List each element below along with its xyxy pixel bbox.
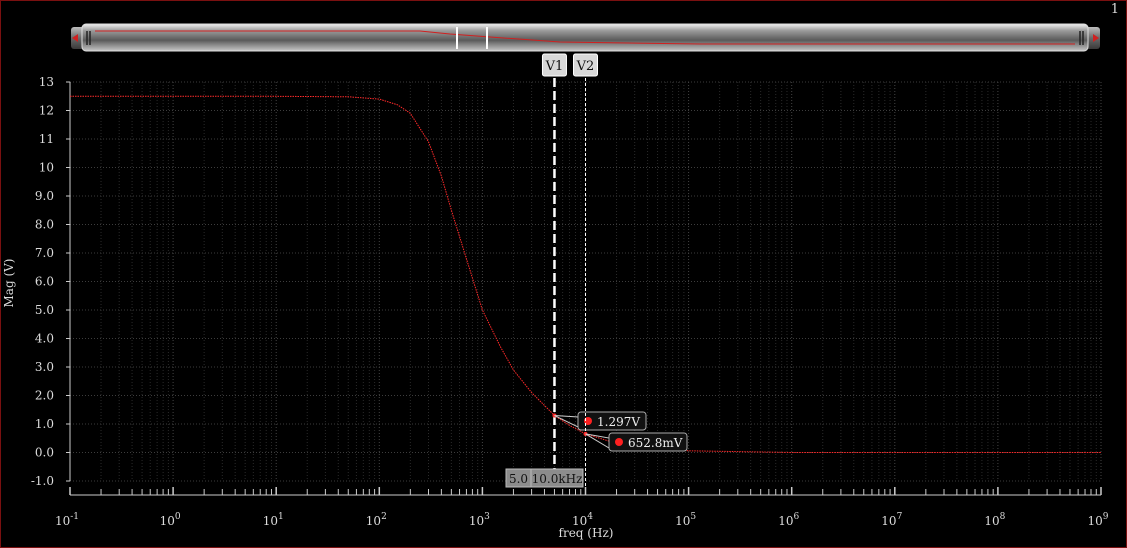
- value-callout-label: 1.297V: [597, 415, 640, 429]
- value-callout-box: [577, 411, 647, 431]
- value-callout-dot: [615, 438, 623, 446]
- x-tick-label: 106: [778, 512, 799, 528]
- y-tick-label: 3.0: [35, 360, 54, 374]
- y-tick-label: -1.0: [31, 474, 54, 488]
- y-tick-label: 2.0: [35, 389, 54, 403]
- marker-tag-label: V2: [576, 59, 595, 74]
- value-callout-box: [608, 432, 688, 452]
- y-tick-label: 1.0: [35, 417, 54, 431]
- y-tick-label: 4.0: [35, 332, 54, 346]
- overview-scrollbar[interactable]: [71, 23, 1100, 52]
- x-readout-label: 5.0: [509, 472, 528, 486]
- x-tick-label: 100: [160, 512, 181, 528]
- x-tick-label: 109: [1087, 512, 1108, 528]
- x-tick-label: 102: [366, 512, 387, 528]
- left-grip-icon[interactable]: [86, 31, 91, 45]
- y-axis-label: Mag (V): [2, 259, 16, 308]
- x-readout-label: 10.0kHz: [532, 472, 583, 486]
- y-tick-label: 8.0: [35, 218, 54, 232]
- y-tick-label: 12: [39, 104, 54, 118]
- value-callout-leader: [585, 433, 610, 449]
- grid: [69, 81, 1102, 482]
- x-readout-box: [530, 468, 584, 488]
- scroll-right-arrow-icon[interactable]: [1093, 34, 1099, 42]
- x-tick-label: 10-1: [55, 512, 79, 528]
- x-tick-label: 104: [572, 512, 593, 528]
- y-tick-label: 13: [39, 75, 54, 89]
- y-tick-label: 6.0: [35, 275, 54, 289]
- axes: 13 12 11 10 9.0 8.0 7.0 6.0 5.0 4.0 3.0 2.0 1.0 0.0 -1…: [31, 75, 1109, 528]
- y-tick-label: 9.0: [35, 189, 54, 203]
- x-axis-label: freq (Hz): [559, 526, 614, 540]
- markers: V1 1.297V V2 652.8mV 5.0 10.0kHz: [505, 53, 688, 488]
- y-tick-label: 5.0: [35, 303, 54, 317]
- y-tick-label: 10: [39, 161, 54, 175]
- overview-trace: [95, 30, 1075, 45]
- value-callout-leader: [554, 415, 579, 428]
- y-tick-label: 7.0: [35, 246, 54, 260]
- page-number: 1: [1110, 2, 1119, 17]
- y-tick-label: 11: [39, 132, 54, 146]
- right-grip-icon[interactable]: [1079, 31, 1084, 45]
- x-tick-label: 107: [881, 512, 902, 528]
- scrollbar-thumb[interactable]: [81, 23, 1089, 52]
- marker-tag-label: V1: [545, 59, 564, 74]
- x-tick-label: 105: [675, 512, 696, 528]
- marker-tag: [541, 53, 567, 77]
- scroll-left-arrow-icon[interactable]: [72, 34, 78, 42]
- x-tick-label: 108: [984, 512, 1005, 528]
- x-tick-label: 103: [469, 512, 490, 528]
- value-callout-label: 652.8mV: [628, 436, 683, 450]
- x-tick-label: 101: [263, 512, 284, 528]
- y-tick-label: 0.0: [35, 446, 54, 460]
- marker-tag: [573, 53, 598, 77]
